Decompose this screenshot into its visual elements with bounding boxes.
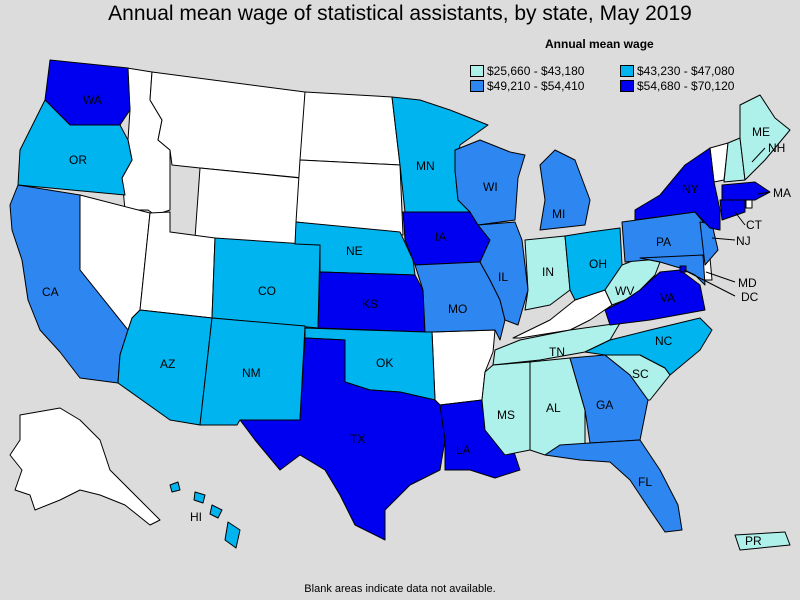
blank-states bbox=[9, 67, 753, 526]
label-DC: DC bbox=[741, 290, 759, 304]
label-GA: GA bbox=[596, 398, 613, 412]
label-VA: VA bbox=[660, 291, 675, 305]
label-CT: CT bbox=[746, 218, 763, 232]
label-AZ: AZ bbox=[160, 357, 175, 371]
legend-swatch bbox=[620, 65, 634, 77]
state-CO[interactable] bbox=[211, 237, 321, 329]
label-FL: FL bbox=[638, 475, 652, 489]
state-AK[interactable] bbox=[9, 407, 161, 526]
state-CT[interactable] bbox=[719, 197, 746, 221]
legend-label: $54,680 - $70,120 bbox=[637, 79, 735, 93]
label-TX: TX bbox=[350, 432, 365, 446]
label-MD: MD bbox=[738, 276, 757, 290]
label-WI: WI bbox=[483, 180, 498, 194]
label-TN: TN bbox=[549, 345, 565, 359]
label-NY: NY bbox=[682, 182, 699, 196]
state-HI[interactable] bbox=[169, 481, 241, 549]
label-CA: CA bbox=[42, 285, 59, 299]
legend-item: $49,210 - $54,410 bbox=[470, 79, 584, 93]
legend-title: Annual mean wage bbox=[545, 37, 654, 51]
state-RI[interactable] bbox=[745, 199, 753, 209]
label-OH: OH bbox=[589, 257, 607, 271]
state-ME[interactable] bbox=[739, 94, 791, 181]
label-MO: MO bbox=[448, 302, 467, 316]
label-NH: NH bbox=[768, 141, 785, 155]
label-IN: IN bbox=[542, 265, 554, 279]
label-MA: MA bbox=[773, 186, 791, 200]
legend-label: $25,660 - $43,180 bbox=[487, 64, 585, 78]
label-ME: ME bbox=[752, 125, 770, 139]
legend-item: $43,230 - $47,080 bbox=[620, 64, 734, 78]
state-MD[interactable] bbox=[639, 254, 706, 286]
legend-label: $49,210 - $54,410 bbox=[487, 79, 585, 93]
label-LA: LA bbox=[456, 443, 471, 457]
label-MN: MN bbox=[416, 159, 435, 173]
footnote: Blank areas indicate data not available. bbox=[304, 583, 496, 595]
label-MI: MI bbox=[552, 207, 565, 221]
label-OK: OK bbox=[376, 356, 393, 370]
legend-swatch bbox=[470, 80, 484, 92]
label-IL: IL bbox=[498, 270, 508, 284]
state-MT[interactable] bbox=[149, 71, 306, 179]
legend-label: $43,230 - $47,080 bbox=[637, 64, 735, 78]
state-TX[interactable] bbox=[239, 337, 446, 541]
state-OR[interactable] bbox=[17, 99, 133, 196]
label-AL: AL bbox=[546, 401, 561, 415]
label-KS: KS bbox=[362, 297, 378, 311]
label-NJ: NJ bbox=[736, 234, 751, 248]
state-WV[interactable] bbox=[604, 257, 661, 306]
label-NM: NM bbox=[242, 366, 261, 380]
label-HI: HI bbox=[190, 510, 202, 524]
legend-swatch bbox=[470, 65, 484, 77]
label-SC: SC bbox=[632, 367, 649, 381]
state-NC[interactable] bbox=[584, 317, 713, 376]
map-title: Annual mean wage of statistical assistan… bbox=[108, 2, 692, 25]
legend-item: $54,680 - $70,120 bbox=[620, 79, 734, 93]
state-PR[interactable] bbox=[734, 531, 791, 551]
state-FL[interactable] bbox=[544, 439, 683, 533]
data-states bbox=[9, 59, 791, 551]
label-NC: NC bbox=[655, 334, 673, 348]
state-NY[interactable] bbox=[634, 147, 721, 231]
label-NE: NE bbox=[346, 244, 363, 258]
label-WA: WA bbox=[83, 93, 102, 107]
label-PA: PA bbox=[656, 235, 671, 249]
state-WI[interactable] bbox=[454, 139, 526, 226]
state-SD[interactable] bbox=[295, 159, 404, 236]
label-PR: PR bbox=[745, 534, 762, 548]
leader-lines bbox=[683, 147, 771, 297]
state-IL[interactable] bbox=[477, 221, 529, 326]
state-WY[interactable] bbox=[194, 167, 301, 246]
label-IA: IA bbox=[435, 230, 446, 244]
label-CO: CO bbox=[258, 284, 276, 298]
state-MI[interactable] bbox=[539, 149, 591, 231]
legend-swatch bbox=[620, 80, 634, 92]
state-ND[interactable] bbox=[299, 91, 401, 166]
label-WV: WV bbox=[615, 284, 634, 298]
label-MS: MS bbox=[497, 408, 515, 422]
state-MA[interactable] bbox=[721, 181, 771, 201]
legend-item: $25,660 - $43,180 bbox=[470, 64, 584, 78]
state-CA[interactable] bbox=[9, 184, 129, 384]
label-OR: OR bbox=[69, 153, 87, 167]
state-labels: WA OR CA AZ CO NM NE KS OK TX MN IA MO L… bbox=[42, 93, 791, 548]
